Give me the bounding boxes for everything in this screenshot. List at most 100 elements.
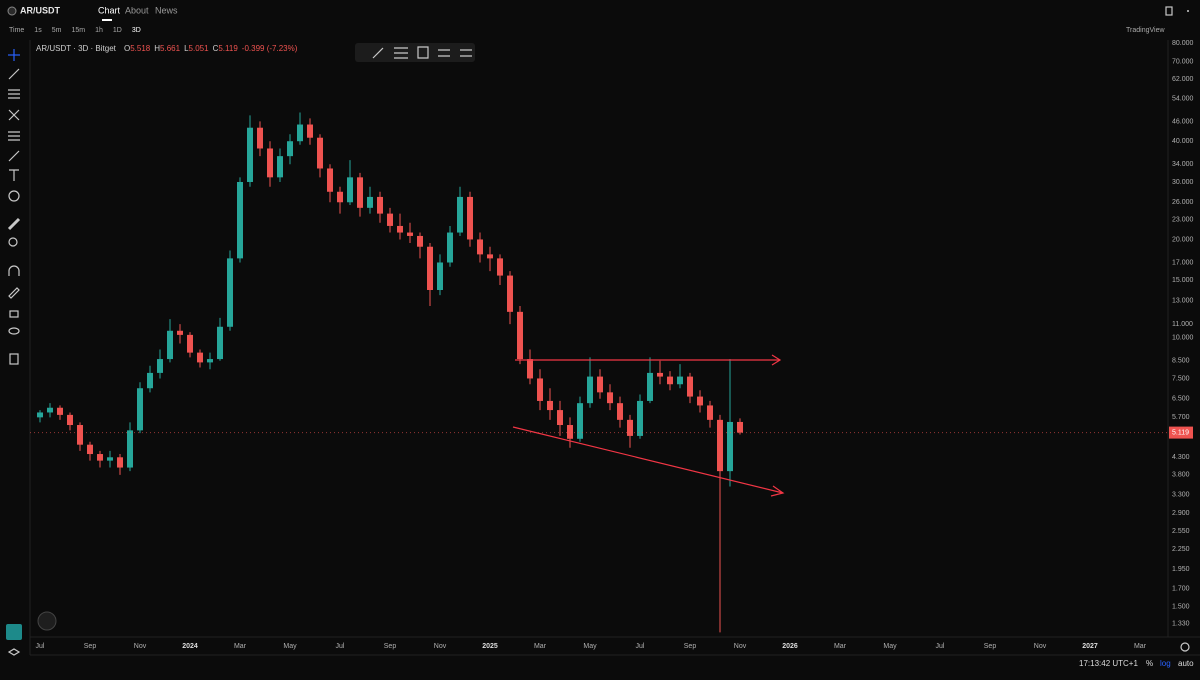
x-tick-label: Jul — [936, 643, 945, 650]
x-tick-label: May — [583, 643, 597, 650]
tv-logo[interactable] — [37, 611, 57, 631]
x-tick-label: Jul — [36, 643, 45, 650]
support-line[interactable] — [512, 426, 784, 494]
arrow-head — [771, 354, 782, 366]
candle-body — [557, 410, 563, 426]
brand[interactable]: TradingView — [1126, 27, 1165, 34]
candle-body — [327, 168, 333, 192]
candle-body — [517, 311, 523, 360]
settings[interactable] — [1180, 642, 1190, 652]
x-tick-label: May — [883, 643, 897, 650]
ohlc-key: O — [124, 44, 130, 53]
x-tick-label: Sep — [384, 643, 397, 650]
candle-body — [717, 419, 723, 472]
tool-line[interactable] — [8, 68, 20, 80]
candle-body — [347, 177, 353, 203]
candle-body — [437, 262, 443, 290]
ohlc-legend: O 5.518 H 5.661 L 5.051 C 5.119 -0.399 (-7.23%) — [124, 44, 298, 53]
interval[interactable]: 1h — [95, 27, 103, 34]
tool-brush[interactable] — [8, 150, 20, 162]
candle-body — [287, 141, 293, 157]
tool-pencil[interactable] — [8, 287, 20, 299]
arrow-head — [770, 485, 785, 497]
y-tick-label: 1.950 — [1172, 566, 1190, 573]
tool-zoom[interactable] — [8, 237, 18, 247]
y-tick-label: 10.000 — [1172, 335, 1194, 342]
interval[interactable]: 5m — [52, 27, 62, 34]
tool-magnet[interactable] — [8, 265, 20, 276]
tool-pattern[interactable] — [8, 109, 20, 121]
candle-body — [477, 239, 483, 255]
x-tick-label: 2024 — [182, 643, 198, 650]
tab[interactable]: About — [125, 5, 149, 15]
candle-body — [587, 376, 593, 404]
candle-body — [57, 407, 63, 415]
tool-ruler[interactable] — [7, 217, 21, 231]
x-tick-label: 2026 — [782, 643, 798, 650]
y-tick-label: 1.500 — [1172, 603, 1190, 610]
interval[interactable]: 3D — [132, 27, 141, 34]
drawing-tools[interactable] — [372, 46, 472, 59]
candle-body — [457, 196, 463, 233]
log-toggle[interactable]: log — [1160, 659, 1171, 668]
watchlist-button[interactable] — [6, 624, 22, 640]
candle-body — [417, 235, 423, 247]
layers[interactable] — [7, 648, 21, 656]
candle-body — [157, 359, 163, 373]
y-tick-label: 11.000 — [1172, 321, 1193, 328]
tool-prediction[interactable] — [8, 131, 20, 141]
menu[interactable] — [1187, 10, 1189, 12]
plot: 80.000 70.000 62.000 54.000 46.000 40.000 34.0… — [30, 40, 1194, 650]
candle-body — [167, 330, 173, 360]
candle-body — [697, 396, 703, 406]
y-tick-label: 26.000 — [1172, 199, 1194, 206]
left-toolbar — [6, 49, 22, 656]
icon[interactable] — [1165, 6, 1173, 16]
candle-body — [87, 444, 93, 455]
y-tick-label: 1.700 — [1172, 586, 1190, 593]
candle-body — [647, 372, 653, 401]
percent-toggle[interactable]: % — [1146, 659, 1153, 668]
candle-body — [237, 181, 243, 259]
candle-body — [277, 156, 283, 178]
tool-lock[interactable] — [9, 310, 19, 318]
tab[interactable]: News — [155, 5, 178, 15]
symbol[interactable]: AR/USDT — [20, 5, 61, 15]
candle-body — [467, 196, 473, 240]
candle-body — [497, 258, 503, 276]
y-tick-label: 4.300 — [1172, 454, 1190, 461]
tab[interactable]: Chart — [98, 5, 121, 15]
y-tick-label: 3.300 — [1172, 492, 1190, 499]
x-tick-label: Sep — [684, 643, 697, 650]
candle-body — [567, 425, 573, 439]
candle-body — [227, 258, 233, 327]
y-tick-label: 80.000 — [1172, 40, 1194, 47]
y-tick-label: 2.550 — [1172, 528, 1190, 535]
ohlc-value: 5.119 — [218, 44, 238, 53]
candle-body — [407, 232, 413, 236]
candle-body — [657, 372, 663, 377]
auto-toggle[interactable]: auto — [1178, 659, 1194, 668]
candle-body — [527, 359, 533, 379]
interval[interactable]: Time — [9, 27, 24, 34]
drawing-toolbar — [355, 43, 475, 62]
tool-trash[interactable] — [9, 353, 19, 365]
tool-eye[interactable] — [8, 327, 20, 335]
tool-fib[interactable] — [8, 89, 20, 99]
interval[interactable]: 1D — [113, 27, 122, 34]
candle-body — [307, 124, 313, 138]
tool-emoji[interactable] — [8, 190, 20, 202]
candle-body — [297, 124, 303, 142]
x-tick-label: Mar — [534, 643, 547, 650]
ohlc-value: 5.051 — [189, 44, 210, 53]
y-tick-label: 40.000 — [1172, 138, 1194, 145]
interval[interactable]: 1s — [34, 27, 42, 34]
y-tick-label: 20.000 — [1172, 236, 1194, 243]
candle-body — [597, 376, 603, 393]
x-tick-label: Nov — [734, 643, 747, 650]
last-price: 5.119 — [1172, 429, 1189, 436]
tool-text[interactable] — [9, 169, 19, 181]
y-tick-label: 8.500 — [1172, 358, 1190, 365]
candle-body — [397, 225, 403, 233]
interval[interactable]: 15m — [71, 27, 85, 34]
